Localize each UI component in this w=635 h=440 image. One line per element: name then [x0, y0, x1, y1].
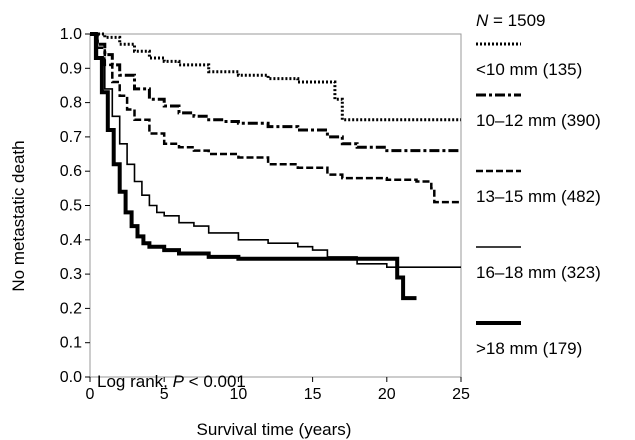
y-tick-label: 0.3 — [60, 266, 82, 283]
x-tick-label: 25 — [452, 386, 470, 403]
x-tick-label: 20 — [378, 386, 396, 403]
legend: <10 mm (135) 10–12 mm (390) 13–15 mm (482)… — [476, 42, 601, 358]
y-tick-label: 0.4 — [60, 232, 82, 249]
x-axis: 0 5 10 15 20 25 — [86, 377, 470, 403]
legend-label-1: <10 mm (135) — [476, 60, 582, 79]
y-tick-label: 0.0 — [60, 369, 82, 386]
y-axis-title: No metastatic death — [9, 140, 28, 291]
y-tick-label: 0.2 — [60, 300, 82, 317]
y-tick-label: 0.6 — [60, 163, 82, 180]
legend-header: N = 1509 — [476, 11, 545, 30]
curve-series-5 — [90, 32, 417, 301]
log-rank-annotation: Log rank, P < 0.001 — [97, 372, 246, 391]
annotation-p: P — [173, 372, 185, 391]
annotation-suffix: < 0.001 — [184, 372, 246, 391]
x-axis-title: Survival time (years) — [197, 420, 352, 439]
legend-header-n: N — [476, 11, 489, 30]
legend-label-3: 13–15 mm (482) — [476, 187, 601, 206]
x-tick-label: 15 — [304, 386, 322, 403]
y-tick-label: 0.1 — [60, 335, 82, 352]
curve-series-4 — [90, 33, 461, 268]
legend-label-2: 10–12 mm (390) — [476, 111, 601, 130]
y-axis: 0.0 0.1 0.2 0.3 0.4 0.5 0.6 0.7 0.8 0.9 1.0 — [60, 26, 90, 386]
y-tick-label: 1.0 — [60, 26, 82, 43]
x-tick-label: 10 — [230, 386, 248, 403]
y-tick-label: 0.7 — [60, 129, 82, 146]
plot-frame — [89, 33, 462, 378]
legend-label-5: >18 mm (179) — [476, 339, 582, 358]
y-tick-label: 0.8 — [60, 95, 82, 112]
curve-series-1 — [90, 32, 461, 122]
survival-curves — [90, 32, 461, 301]
y-tick-label: 0.5 — [60, 198, 82, 215]
curve-series-3 — [90, 32, 461, 204]
y-tick-label: 0.9 — [60, 60, 82, 77]
legend-label-4: 16–18 mm (323) — [476, 263, 601, 282]
annotation-prefix: Log rank, — [97, 372, 173, 391]
plot-area — [89, 33, 462, 378]
x-tick-label: 5 — [160, 386, 169, 403]
legend-header-count: = 1509 — [488, 11, 545, 30]
x-tick-label: 0 — [86, 386, 95, 403]
